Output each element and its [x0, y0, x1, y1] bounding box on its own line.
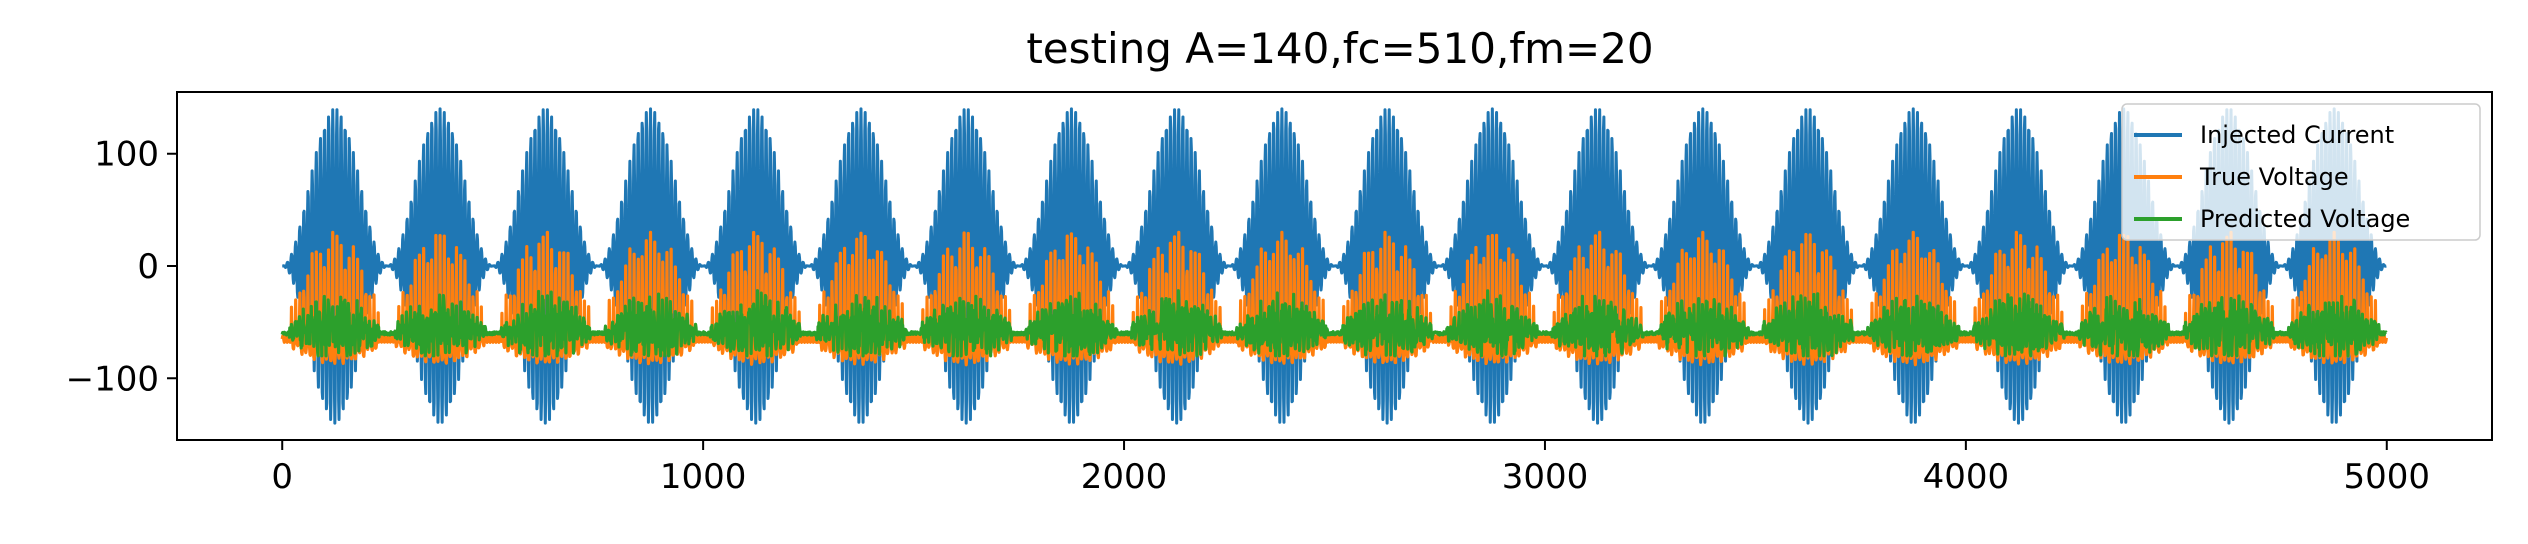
legend-box — [2121, 103, 2481, 241]
legend-label: True Voltage — [2199, 163, 2349, 191]
legend: Injected Current True Voltage Predicted Vo… — [2121, 103, 2481, 241]
chart-title: testing A=140,fc=510,fm=20 — [1026, 24, 1653, 73]
plot-area — [280, 107, 2388, 425]
series-lines — [280, 107, 2388, 425]
axes: 0 1000 2000 3000 4000 5000 −100 0 100 — [66, 91, 2493, 497]
x-tick-label: 2000 — [1081, 457, 1168, 497]
x-tick-label: 1000 — [660, 457, 747, 497]
legend-label: Injected Current — [2200, 121, 2394, 149]
legend-label: Predicted Voltage — [2200, 205, 2410, 233]
x-tick-label: 5000 — [2344, 457, 2431, 497]
x-tick-label: 0 — [271, 457, 293, 497]
y-tick-label: 0 — [137, 247, 159, 287]
x-tick-label: 3000 — [1502, 457, 1589, 497]
series-line-predicted-voltage — [280, 289, 2388, 358]
x-tick-label: 4000 — [1923, 457, 2010, 497]
y-tick-label: −100 — [66, 359, 159, 399]
y-tick-label: 100 — [94, 135, 159, 175]
